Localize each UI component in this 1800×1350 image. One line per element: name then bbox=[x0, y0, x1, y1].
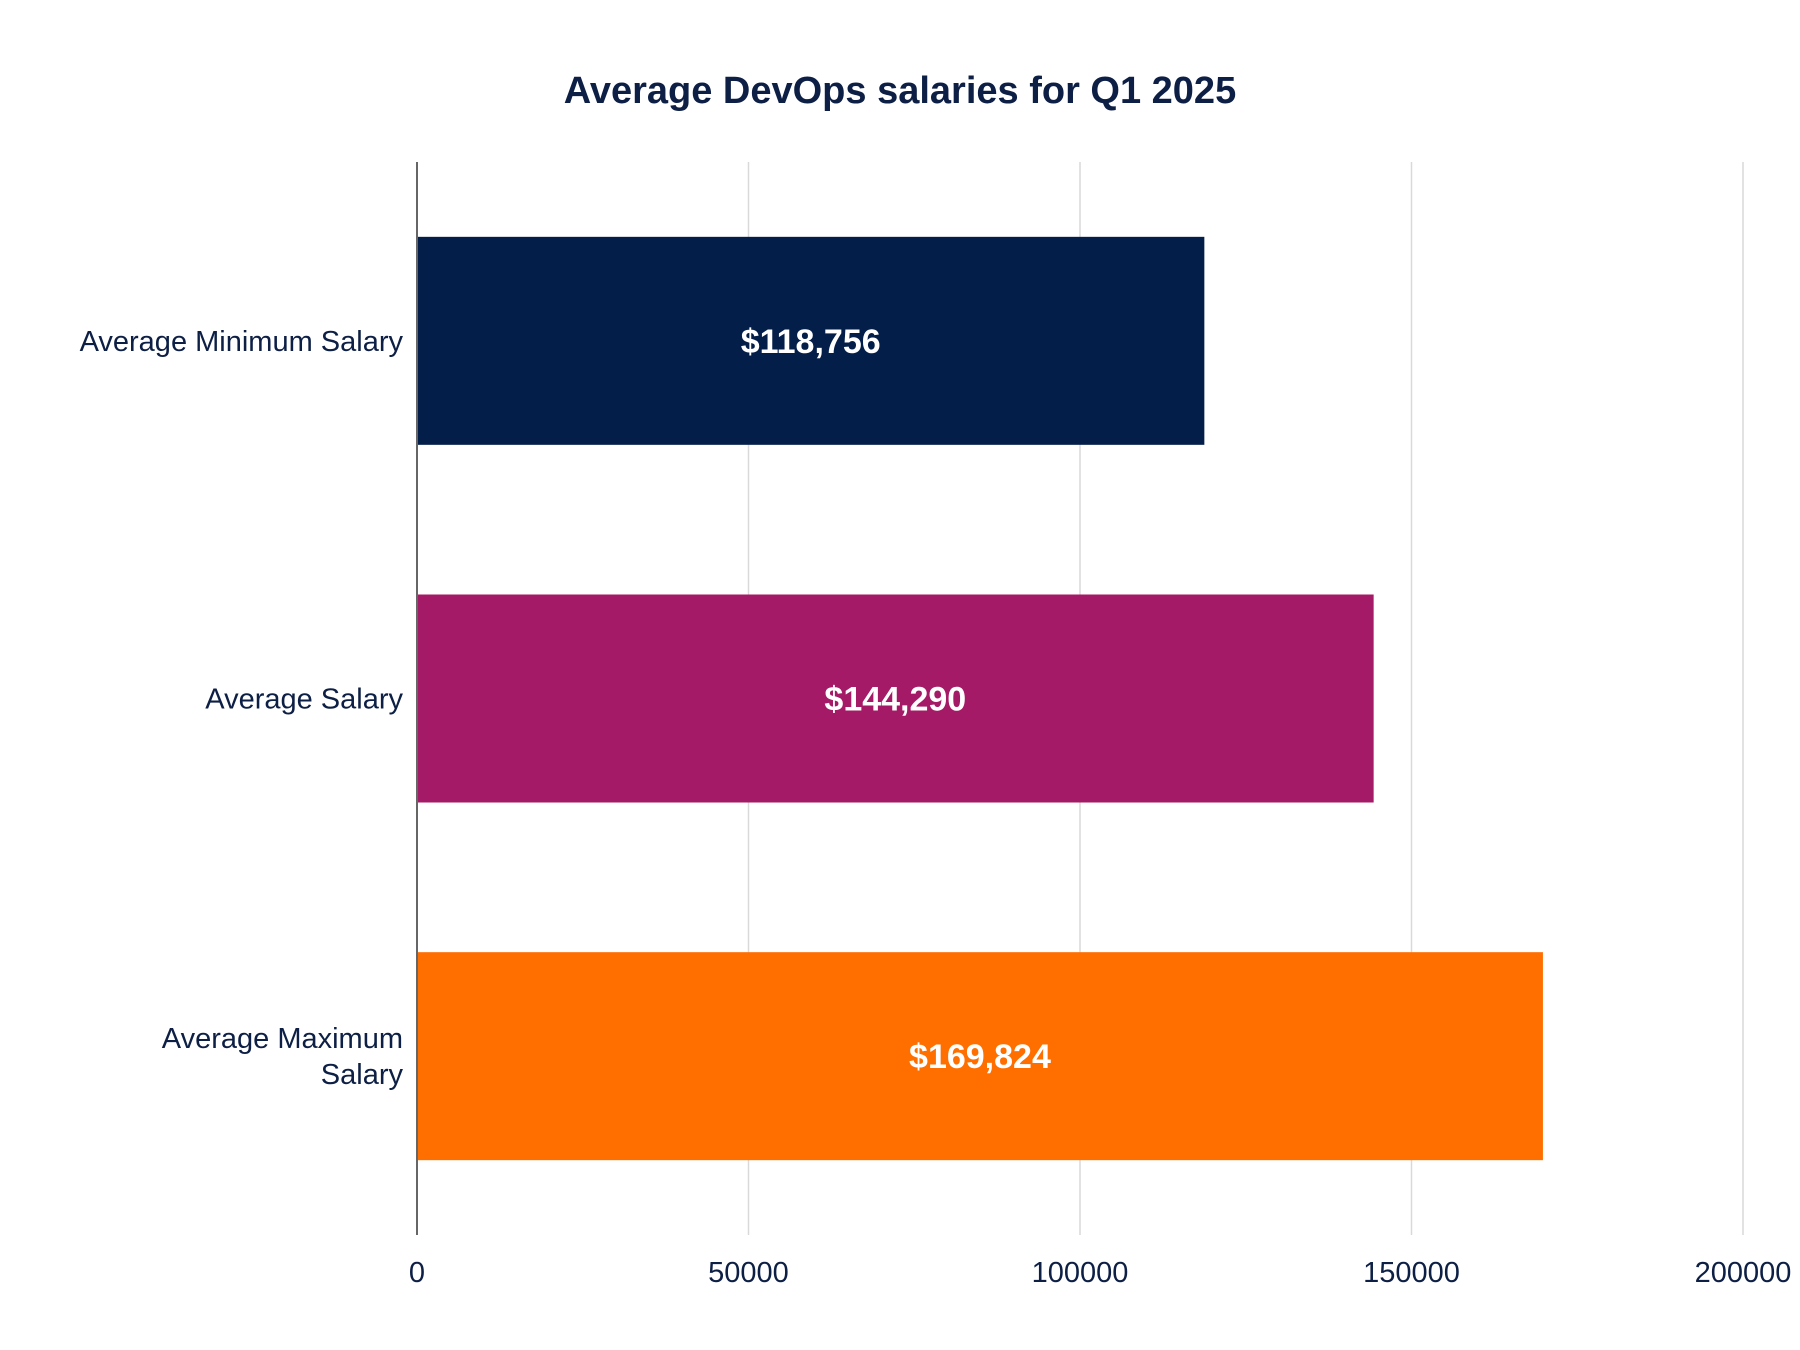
x-tick-label: 100000 bbox=[1032, 1257, 1129, 1289]
x-tick-label: 150000 bbox=[1363, 1257, 1460, 1289]
bar-data-label: $144,290 bbox=[824, 681, 966, 719]
x-tick-label: 0 bbox=[409, 1257, 425, 1289]
labels: 0 50000 100000 150000 200000 $118,756 Average … bbox=[80, 323, 1792, 1289]
category-label-line: Salary bbox=[321, 1059, 404, 1091]
bars bbox=[417, 236, 1543, 1161]
x-tick-label: 200000 bbox=[1695, 1257, 1792, 1289]
bar bbox=[417, 594, 1374, 803]
bar bbox=[417, 236, 1205, 445]
bar-data-label: $118,756 bbox=[741, 323, 881, 361]
category-label-line: Average Minimum Salary bbox=[80, 326, 404, 358]
category-label-line: Average Salary bbox=[205, 684, 403, 716]
category-label-line: Average Maximum bbox=[162, 1023, 403, 1055]
bar-data-label: $169,824 bbox=[909, 1038, 1051, 1076]
category-label: Average Maximum Salary bbox=[162, 1023, 404, 1091]
bar bbox=[417, 952, 1543, 1161]
x-tick-label: 50000 bbox=[708, 1257, 789, 1289]
category-label: Average Minimum Salary bbox=[80, 326, 404, 358]
category-label: Average Salary bbox=[205, 684, 403, 716]
chart-title: Average DevOps salaries for Q1 2025 bbox=[564, 70, 1236, 112]
